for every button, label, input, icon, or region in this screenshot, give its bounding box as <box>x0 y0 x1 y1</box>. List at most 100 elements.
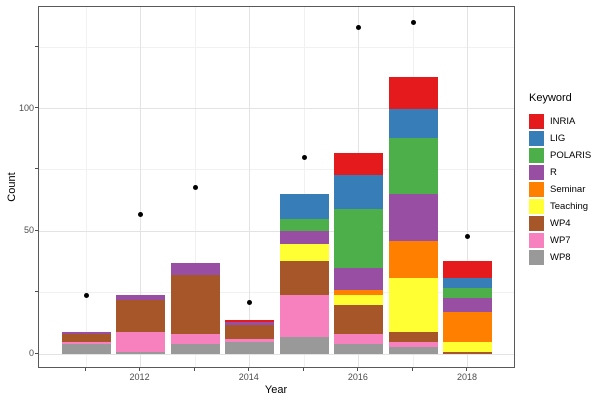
bar-segment-wp8 <box>225 341 275 354</box>
legend-item-label: WP8 <box>550 252 571 263</box>
bar-segment-lig <box>388 108 438 139</box>
bar-segment-lig <box>279 194 329 220</box>
bar-segment-wp4 <box>116 300 166 332</box>
bar-segment-teaching <box>388 277 438 332</box>
x-axis-title: Year <box>264 384 288 396</box>
bar-segment-r <box>61 331 111 335</box>
bar-segment-wp4 <box>388 331 438 342</box>
bar-segment-seminar <box>443 312 493 342</box>
x-axis-tick <box>302 368 304 371</box>
legend-key-swatch <box>529 199 544 214</box>
bar-segment-r <box>388 194 438 242</box>
bar-segment-r <box>116 295 166 300</box>
bar-segment-r <box>443 297 493 313</box>
legend-item-wp8: WP8 <box>529 249 591 266</box>
bar-segment-lig <box>443 277 493 288</box>
bar-segment-polaris <box>334 209 384 269</box>
legend-item-label: WP4 <box>550 218 571 229</box>
data-point <box>465 233 471 239</box>
y-axis-tick <box>35 352 38 354</box>
bar-segment-wp7 <box>388 341 438 347</box>
bar-segment-inria <box>443 260 493 278</box>
legend-title: Keyword <box>529 92 572 104</box>
bar-segment-wp4 <box>443 351 493 354</box>
bar-segment-wp8 <box>279 336 329 354</box>
y-axis-tick <box>35 168 38 170</box>
bar-segment-inria <box>388 76 438 109</box>
bar-segment-wp8 <box>170 344 220 354</box>
x-tick-label: 2016 <box>347 372 368 382</box>
x-minor-gridline <box>85 7 87 367</box>
legend: Keyword INRIA LIG POLARIS R Seminar Teaching W… <box>529 92 591 266</box>
bar-segment-lig <box>334 174 384 210</box>
y-axis-title: Count <box>6 172 18 202</box>
data-point <box>356 25 362 31</box>
legend-key-swatch <box>529 165 544 180</box>
legend-key-swatch <box>529 148 544 163</box>
legend-items: INRIA LIG POLARIS R Seminar Teaching WP4 WP7 WP8 <box>529 113 591 266</box>
y-tick-label: 100 <box>18 102 34 113</box>
legend-item-label: LIG <box>550 133 566 144</box>
bar-segment-polaris <box>388 138 438 195</box>
data-point <box>83 292 89 298</box>
bar-segment-wp7 <box>170 334 220 345</box>
y-axis-tick <box>35 107 38 109</box>
legend-item-wp4: WP4 <box>529 215 591 232</box>
bar-segment-r <box>170 263 220 276</box>
y-axis-tick <box>35 229 38 231</box>
x-minor-gridline <box>303 7 305 367</box>
legend-key-swatch <box>529 250 544 265</box>
bar-segment-inria <box>225 319 275 323</box>
data-point <box>138 211 144 217</box>
bar-segment-wp4 <box>279 260 329 296</box>
data-point <box>301 155 307 161</box>
x-tick-label: 2018 <box>456 372 477 382</box>
data-point <box>247 299 253 305</box>
legend-item-label: Teaching <box>550 201 589 212</box>
bar-segment-teaching <box>279 243 329 261</box>
legend-item-label: Seminar <box>550 184 586 195</box>
x-axis-tick <box>193 368 195 371</box>
y-minor-gridline <box>39 169 514 171</box>
bar-segment-wp7 <box>279 295 329 337</box>
x-major-gridline <box>140 7 142 367</box>
data-point <box>410 20 416 26</box>
x-axis-tick <box>139 368 141 371</box>
data-point <box>192 184 198 190</box>
x-axis-tick <box>248 368 250 371</box>
bar-segment-wp8 <box>388 346 438 354</box>
bar-segment-wp7 <box>225 339 275 342</box>
bar-segment-wp8 <box>116 351 166 354</box>
y-axis-tick <box>35 291 38 293</box>
x-tick-label: 2012 <box>129 372 150 382</box>
bar-segment-wp8 <box>61 344 111 354</box>
bar-segment-wp4 <box>61 334 111 342</box>
bar-segment-wp8 <box>334 344 384 354</box>
bar-segment-teaching <box>443 341 493 352</box>
legend-key-swatch <box>529 114 544 129</box>
y-axis-tick <box>35 45 38 47</box>
legend-item-polaris: POLARIS <box>529 147 591 164</box>
legend-item-label: INRIA <box>550 116 576 127</box>
bar-segment-polaris <box>279 219 329 232</box>
x-major-gridline <box>249 7 251 367</box>
bar-segment-wp7 <box>116 331 166 352</box>
legend-item-wp7: WP7 <box>529 232 591 249</box>
legend-item-label: POLARIS <box>550 150 592 161</box>
bar-segment-wp4 <box>170 275 220 335</box>
x-axis-tick <box>411 368 413 371</box>
legend-item-seminar: Seminar <box>529 181 591 198</box>
y-tick-label: 50 <box>23 225 34 236</box>
legend-item-label: WP7 <box>550 235 571 246</box>
legend-key-swatch <box>529 131 544 146</box>
bar-segment-seminar <box>334 290 384 296</box>
x-axis-tick <box>357 368 359 371</box>
bar-segment-wp4 <box>334 304 384 335</box>
bar-segment-r <box>225 322 275 325</box>
bar-segment-teaching <box>334 295 384 305</box>
bar-segment-wp7 <box>61 341 111 345</box>
legend-key-swatch <box>529 216 544 231</box>
plot-panel <box>38 6 515 368</box>
legend-item-inria: INRIA <box>529 113 591 130</box>
